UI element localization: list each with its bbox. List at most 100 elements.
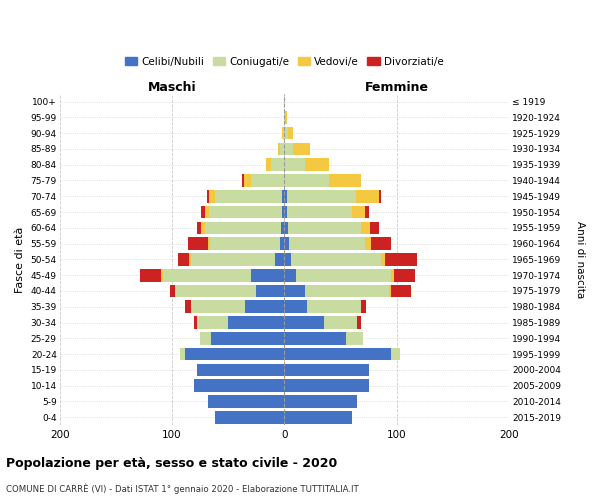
Bar [284,380,368,392]
Bar [242,174,244,187]
Bar [201,222,205,234]
Bar [185,300,191,313]
Bar [180,348,185,360]
Bar [163,269,251,281]
Bar [284,300,307,313]
Bar [286,111,287,124]
Bar [287,190,356,202]
Bar [284,238,289,250]
Bar [284,142,293,155]
Bar [175,284,256,298]
Y-axis label: Fasce di età: Fasce di età [15,226,25,292]
Bar [305,284,389,298]
Bar [205,222,281,234]
Bar [161,269,163,281]
Bar [209,206,282,218]
Bar [197,364,284,376]
Bar [329,174,361,187]
Bar [215,190,282,202]
Bar [293,142,310,155]
Bar [280,142,284,155]
Bar [191,300,245,313]
Bar [288,127,293,140]
Bar [389,284,391,298]
Bar [188,238,208,250]
Bar [305,158,329,171]
Bar [278,142,280,155]
Bar [381,253,385,266]
Bar [284,158,305,171]
Text: Femmine: Femmine [365,80,429,94]
Bar [284,395,358,408]
Bar [170,284,175,298]
Bar [200,332,211,344]
Bar [284,222,288,234]
Bar [228,316,284,329]
Bar [194,380,284,392]
Bar [284,190,287,202]
Bar [365,206,368,218]
Bar [282,127,283,140]
Bar [251,174,284,187]
Bar [207,190,209,202]
Bar [244,174,251,187]
Bar [394,269,415,281]
Bar [215,411,284,424]
Bar [197,222,201,234]
Bar [296,269,391,281]
Bar [284,206,287,218]
Bar [281,222,284,234]
Bar [361,300,367,313]
Bar [205,206,209,218]
Bar [284,111,286,124]
Bar [358,316,361,329]
Bar [288,222,361,234]
Bar [284,332,346,344]
Bar [391,269,394,281]
Bar [284,364,368,376]
Bar [282,190,284,202]
Bar [289,238,365,250]
Bar [284,127,288,140]
Bar [385,253,417,266]
Text: Maschi: Maschi [148,80,196,94]
Bar [370,222,379,234]
Bar [284,284,305,298]
Bar [256,284,284,298]
Bar [251,269,284,281]
Bar [291,253,381,266]
Bar [201,206,205,218]
Bar [271,158,284,171]
Bar [284,269,296,281]
Bar [210,238,280,250]
Bar [356,190,379,202]
Bar [283,127,284,140]
Bar [211,332,284,344]
Text: Popolazione per età, sesso e stato civile - 2020: Popolazione per età, sesso e stato civil… [6,458,337,470]
Bar [189,253,191,266]
Bar [287,206,352,218]
Bar [178,253,189,266]
Bar [185,348,284,360]
Text: COMUNE DI CARRÈ (VI) - Dati ISTAT 1° gennaio 2020 - Elaborazione TUTTITALIA.IT: COMUNE DI CARRÈ (VI) - Dati ISTAT 1° gen… [6,484,359,494]
Bar [191,253,275,266]
Bar [208,238,210,250]
Bar [284,174,329,187]
Bar [391,284,412,298]
Bar [391,348,400,360]
Bar [194,316,197,329]
Bar [266,158,271,171]
Bar [361,222,370,234]
Bar [140,269,161,281]
Bar [284,348,391,360]
Bar [209,190,215,202]
Bar [371,238,391,250]
Bar [379,190,381,202]
Legend: Celibi/Nubili, Coniugati/e, Vedovi/e, Divorziati/e: Celibi/Nubili, Coniugati/e, Vedovi/e, Di… [121,52,448,71]
Bar [284,253,291,266]
Bar [275,253,284,266]
Bar [352,206,365,218]
Bar [282,206,284,218]
Y-axis label: Anni di nascita: Anni di nascita [575,221,585,298]
Bar [323,316,358,329]
